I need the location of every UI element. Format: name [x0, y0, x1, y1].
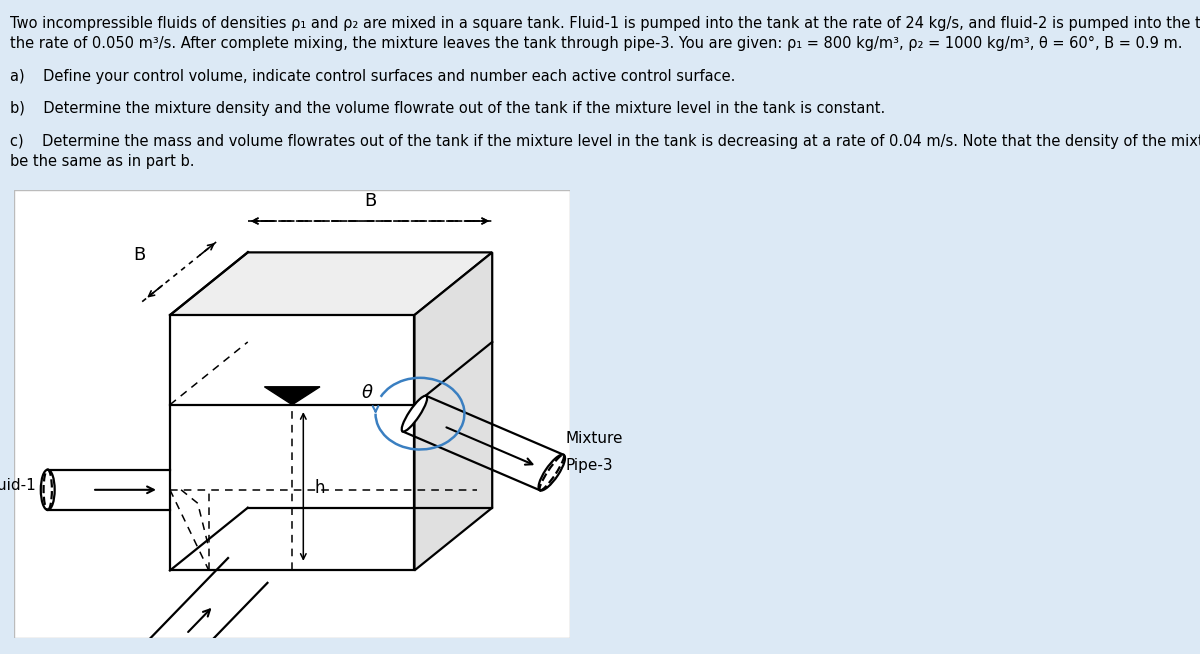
Polygon shape	[414, 252, 492, 570]
Text: B: B	[133, 246, 145, 264]
Text: c)    Determine the mass and volume flowrates out of the tank if the mixture lev: c) Determine the mass and volume flowrat…	[10, 134, 1200, 149]
Polygon shape	[170, 252, 492, 315]
Text: be the same as in part b.: be the same as in part b.	[10, 154, 194, 169]
Text: Mixture: Mixture	[565, 432, 623, 447]
Text: a)    Define your control volume, indicate control surfaces and number each acti: a) Define your control volume, indicate …	[10, 69, 734, 84]
Text: the rate of 0.050 m³/s. After complete mixing, the mixture leaves the tank throu: the rate of 0.050 m³/s. After complete m…	[10, 36, 1182, 51]
Text: b)    Determine the mixture density and the volume flowrate out of the tank if t: b) Determine the mixture density and the…	[10, 101, 884, 116]
Text: Two incompressible fluids of densities ρ₁ and ρ₂ are mixed in a square tank. Flu: Two incompressible fluids of densities ρ…	[10, 16, 1200, 31]
Text: B: B	[364, 192, 376, 210]
Text: θ: θ	[361, 385, 373, 402]
Ellipse shape	[41, 470, 55, 510]
Ellipse shape	[539, 455, 565, 490]
Polygon shape	[264, 387, 320, 405]
Text: Pipe-3: Pipe-3	[565, 458, 613, 473]
Text: Fluid-1: Fluid-1	[0, 478, 37, 493]
Text: h: h	[314, 479, 325, 496]
Polygon shape	[170, 315, 414, 570]
Ellipse shape	[402, 396, 427, 432]
